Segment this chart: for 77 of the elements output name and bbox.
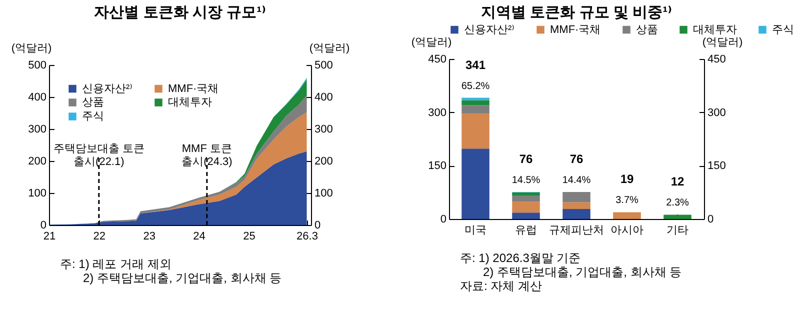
y2-axis-title: (억달러)	[309, 42, 350, 54]
x-tick-label: 규제피난처	[549, 224, 604, 236]
y-tick-label: 0	[40, 220, 46, 232]
y2-axis-title: (억달러)	[702, 36, 743, 48]
x-tick-label: 기타	[666, 224, 688, 236]
x-tick-label: 25	[243, 230, 256, 242]
text: 주: 1) 2026.3월말 기준	[460, 251, 582, 265]
x-tick-label: 24	[193, 230, 206, 242]
total-label: 341	[465, 58, 486, 72]
total-label: 76	[570, 152, 584, 166]
y2-tick-label: 500	[314, 60, 333, 72]
bar	[664, 214, 692, 219]
y2-tick-label: 150	[708, 160, 726, 172]
bar	[562, 209, 590, 219]
legend-label: 신용자산²⁾	[464, 24, 515, 36]
text: 2) 주택담보대출, 기업대출, 회사채 등	[82, 271, 283, 285]
y-tick-label: 450	[428, 54, 446, 66]
y2-tick-label: 0	[708, 214, 714, 226]
x-tick-label: 26.3	[296, 230, 318, 242]
y2-tick-label: 100	[314, 188, 333, 200]
annotation: 2.3%	[666, 198, 689, 209]
bar	[462, 100, 490, 106]
y-tick-label: 500	[28, 60, 46, 72]
x-tick-label: 22	[93, 230, 106, 242]
y2-tick-label: 300	[314, 124, 333, 136]
bar	[512, 196, 540, 202]
x-tick-label: 23	[143, 230, 156, 242]
text: 주: 1) 레포 거래 제외	[60, 257, 172, 271]
y2-tick-label: 400	[314, 92, 333, 104]
x-tick-label: 유럽	[515, 224, 538, 236]
legend-label: 주식	[82, 110, 104, 122]
annotation: 3.7%	[616, 195, 638, 206]
y2-tick-label: 300	[708, 106, 726, 119]
y2-tick-label: 200	[314, 156, 333, 168]
total-label: 19	[620, 172, 634, 186]
y-axis-title: (억달러)	[11, 42, 52, 54]
y-tick-label: 400	[28, 92, 46, 104]
total-label: 76	[519, 152, 533, 166]
annotation: 14.4%	[562, 174, 591, 186]
x-tick-label: 아시아	[610, 224, 644, 236]
y2-tick-label: 0	[314, 220, 321, 232]
chart-title: 지역별 토큰화 규모 및 비중¹⁾	[481, 4, 672, 21]
ref-line-label: MMF 토큰 출시(24.3)	[182, 142, 232, 168]
y-tick-label: 150	[428, 160, 446, 172]
x-tick-label: 21	[43, 230, 56, 242]
chart-title: 자산별 토큰화 시장 규모¹⁾	[94, 4, 266, 21]
bar	[462, 105, 490, 114]
bar	[512, 202, 540, 213]
annotation: 65.2%	[461, 80, 490, 92]
legend-label: 대체투자	[693, 24, 737, 36]
y-tick-label: 100	[28, 188, 46, 200]
bar	[462, 148, 490, 219]
y-tick-label: 200	[28, 156, 46, 168]
y-tick-label: 300	[28, 124, 46, 136]
x-tick-label: 미국	[464, 224, 487, 236]
ref-line-label: 주택담보대출 토큰 출시(22.1)	[53, 142, 144, 168]
legend-label: 신용자산²⁾	[82, 82, 133, 95]
bar	[512, 212, 540, 219]
annotation: 14.5%	[512, 174, 540, 186]
bar	[462, 114, 490, 149]
total-label: 12	[670, 174, 684, 189]
legend-label: MMF·국채	[550, 24, 601, 36]
legend-label: 상품	[636, 24, 658, 36]
y-tick-label: 0	[440, 214, 446, 226]
y2-tick-label: 450	[708, 54, 726, 66]
text: 2) 주택담보대출, 기업대출, 회사채 등	[482, 265, 683, 279]
bar	[512, 192, 540, 196]
text: 자료: 자체 계산	[460, 279, 544, 293]
bar	[562, 202, 590, 210]
legend-label: 주식	[772, 24, 794, 36]
legend-label: MMF·국채	[168, 82, 219, 95]
legend-label: 대체투자	[168, 96, 212, 108]
bar	[613, 212, 641, 219]
y-tick-label: 300	[428, 106, 446, 119]
legend-label: 상품	[82, 96, 104, 108]
y-axis-title: (억달러)	[411, 36, 452, 48]
bar	[562, 192, 590, 202]
